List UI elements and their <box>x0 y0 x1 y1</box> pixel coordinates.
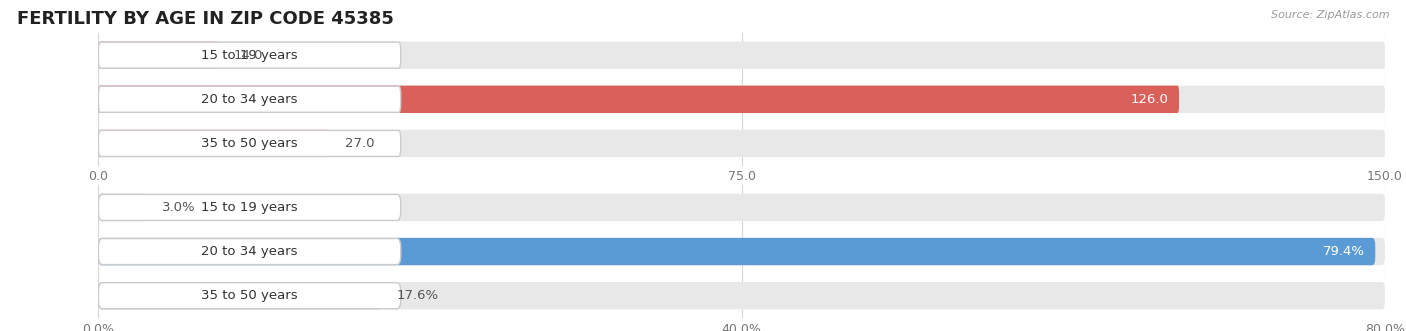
FancyBboxPatch shape <box>98 41 218 69</box>
FancyBboxPatch shape <box>98 282 381 309</box>
Text: Source: ZipAtlas.com: Source: ZipAtlas.com <box>1271 10 1389 20</box>
FancyBboxPatch shape <box>98 194 1385 221</box>
Text: 20 to 34 years: 20 to 34 years <box>201 245 298 258</box>
Text: 14.0: 14.0 <box>233 49 263 62</box>
Text: 27.0: 27.0 <box>346 137 375 150</box>
FancyBboxPatch shape <box>98 238 1375 265</box>
Text: 35 to 50 years: 35 to 50 years <box>201 137 298 150</box>
Text: 15 to 19 years: 15 to 19 years <box>201 201 298 214</box>
FancyBboxPatch shape <box>98 86 1180 113</box>
FancyBboxPatch shape <box>98 42 401 68</box>
Text: 79.4%: 79.4% <box>1323 245 1365 258</box>
FancyBboxPatch shape <box>98 194 401 220</box>
FancyBboxPatch shape <box>98 130 1385 157</box>
Text: 20 to 34 years: 20 to 34 years <box>201 93 298 106</box>
Text: 126.0: 126.0 <box>1130 93 1168 106</box>
FancyBboxPatch shape <box>98 282 1385 309</box>
Text: 35 to 50 years: 35 to 50 years <box>201 289 298 302</box>
FancyBboxPatch shape <box>98 41 1385 69</box>
FancyBboxPatch shape <box>98 86 401 112</box>
FancyBboxPatch shape <box>98 130 330 157</box>
FancyBboxPatch shape <box>98 239 401 264</box>
FancyBboxPatch shape <box>98 283 401 309</box>
FancyBboxPatch shape <box>98 130 401 157</box>
Text: FERTILITY BY AGE IN ZIP CODE 45385: FERTILITY BY AGE IN ZIP CODE 45385 <box>17 10 394 28</box>
FancyBboxPatch shape <box>98 194 146 221</box>
Text: 17.6%: 17.6% <box>396 289 439 302</box>
FancyBboxPatch shape <box>98 86 1385 113</box>
Text: 15 to 19 years: 15 to 19 years <box>201 49 298 62</box>
FancyBboxPatch shape <box>98 238 1385 265</box>
Text: 3.0%: 3.0% <box>162 201 195 214</box>
